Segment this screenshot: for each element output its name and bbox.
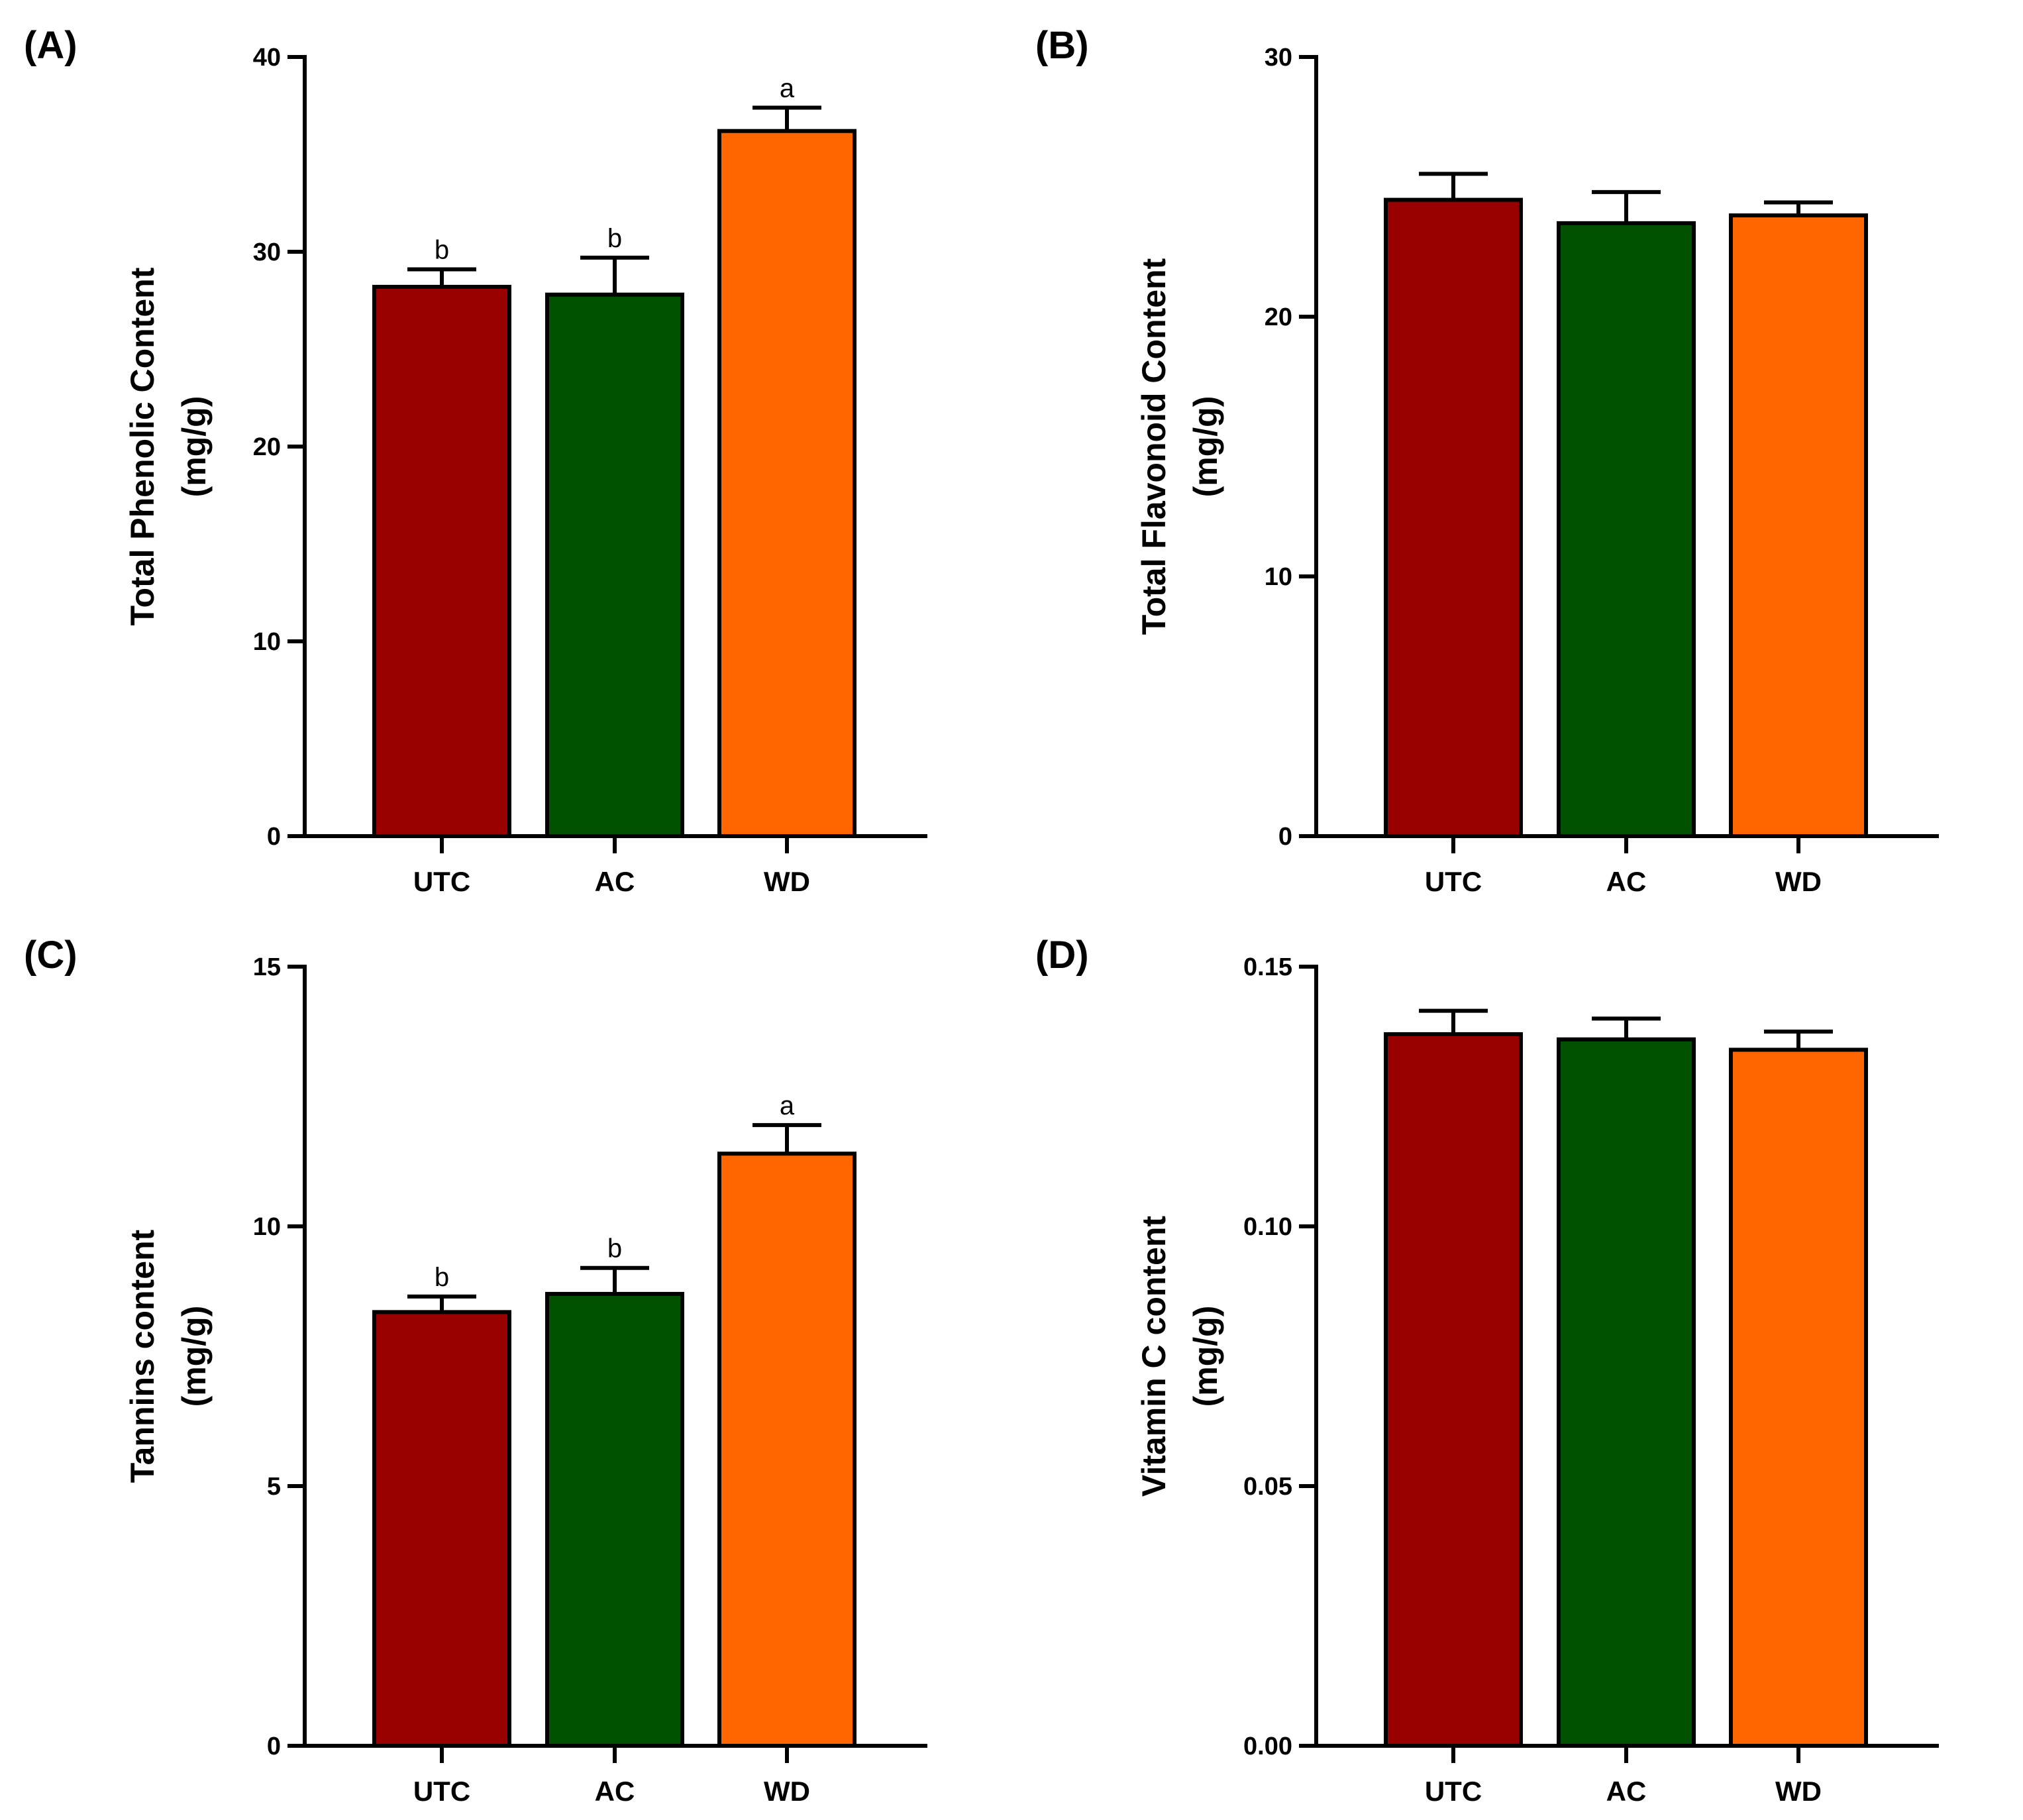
x-tick-label-c-ac: AC xyxy=(595,1776,635,1807)
panel-label-c: (C) xyxy=(24,934,78,977)
panel-label-b: (B) xyxy=(1035,24,1089,67)
x-tick-label-c-utc: UTC xyxy=(413,1776,470,1807)
y-axis-title-b-line-1: Total Flavonoid Content xyxy=(1135,258,1172,635)
significance-label-a-ac: b xyxy=(607,224,622,253)
y-axis-title-c-line-1: Tannins content xyxy=(124,1229,161,1483)
x-tick-label-d-ac: AC xyxy=(1606,1776,1647,1807)
y-tick-label-d-3: 0.15 xyxy=(1243,953,1292,981)
y-tick-label-b-2: 20 xyxy=(1265,303,1292,331)
x-tick-label-a-wd: WD xyxy=(764,866,810,897)
bar-d-ac xyxy=(1557,1037,1696,1748)
panel-c: (C) Tannins content (mg/g) b UTC b AC a WD 0 5 10 15 xyxy=(0,910,1012,1819)
x-tick-label-b-utc: UTC xyxy=(1425,866,1482,897)
chart-d-svg: (D) Vitamin C content (mg/g) UTC AC WD 0.00 0.0… xyxy=(1035,934,1939,1807)
chart-c-svg: (C) Tannins content (mg/g) b UTC b AC a WD 0 5 10 15 xyxy=(24,934,927,1807)
bar-c-wd xyxy=(717,1151,856,1748)
y-tick-label-c-2: 10 xyxy=(253,1213,281,1241)
y-tick-label-d-1: 0.05 xyxy=(1243,1473,1292,1501)
x-tick-label-a-utc: UTC xyxy=(413,866,470,897)
x-tick-label-b-wd: WD xyxy=(1775,866,1822,897)
bar-a-wd xyxy=(717,129,856,839)
chart-a-svg: (A) Total Phenolic Content (mg/g) b UTC b AC a W… xyxy=(24,24,927,897)
x-tick-label-d-utc: UTC xyxy=(1425,1776,1482,1807)
panel-label-a: (A) xyxy=(24,24,78,67)
bar-c-utc xyxy=(372,1310,511,1748)
y-axis-title-c-line-2: (mg/g) xyxy=(176,1306,213,1407)
y-tick-label-a-0: 0 xyxy=(267,823,281,851)
panel-label-d: (D) xyxy=(1035,934,1089,977)
significance-label-c-ac: b xyxy=(607,1234,622,1263)
x-tick-label-a-ac: AC xyxy=(595,866,635,897)
y-tick-label-b-3: 30 xyxy=(1265,44,1292,72)
y-tick-label-a-2: 20 xyxy=(253,433,281,461)
y-tick-label-a-1: 10 xyxy=(253,628,281,656)
bar-b-utc xyxy=(1384,197,1523,839)
significance-label-a-wd: a xyxy=(780,74,795,103)
y-tick-label-c-0: 0 xyxy=(267,1733,281,1760)
significance-label-c-wd: a xyxy=(780,1091,795,1120)
y-tick-label-d-0: 0.00 xyxy=(1243,1733,1292,1760)
y-tick-label-b-0: 0 xyxy=(1278,823,1292,851)
bar-b-wd xyxy=(1729,213,1868,838)
panel-d: (D) Vitamin C content (mg/g) UTC AC WD 0.00 0.0… xyxy=(1012,910,2023,1819)
y-tick-label-d-2: 0.10 xyxy=(1243,1213,1292,1241)
x-tick-label-d-wd: WD xyxy=(1775,1776,1822,1807)
y-tick-label-c-1: 5 xyxy=(267,1473,281,1501)
y-axis-title-a-line-2: (mg/g) xyxy=(176,396,213,498)
significance-label-c-utc: b xyxy=(435,1263,449,1292)
bar-d-wd xyxy=(1729,1047,1868,1748)
bar-a-utc xyxy=(372,284,511,839)
bar-c-ac xyxy=(545,1291,684,1748)
bar-a-ac xyxy=(545,292,684,838)
y-tick-label-a-4: 40 xyxy=(253,44,281,72)
y-tick-label-b-1: 10 xyxy=(1265,563,1292,591)
significance-label-a-utc: b xyxy=(435,235,449,264)
y-tick-label-a-3: 30 xyxy=(253,239,281,266)
x-tick-label-b-ac: AC xyxy=(1606,866,1647,897)
bar-b-ac xyxy=(1557,221,1696,838)
bar-d-utc xyxy=(1384,1032,1523,1748)
chart-b-svg: (B) Total Flavonoid Content (mg/g) UTC AC WD 0… xyxy=(1035,24,1939,897)
y-axis-title-b-line-2: (mg/g) xyxy=(1187,396,1224,498)
x-tick-label-c-wd: WD xyxy=(764,1776,810,1807)
y-axis-title-d-line-2: (mg/g) xyxy=(1187,1306,1224,1407)
panel-a: (A) Total Phenolic Content (mg/g) b UTC b AC a W… xyxy=(0,0,1012,910)
y-tick-label-c-3: 15 xyxy=(253,953,281,981)
y-axis-title-d-line-1: Vitamin C content xyxy=(1135,1216,1172,1497)
y-axis-title-a-line-1: Total Phenolic Content xyxy=(124,267,161,625)
panel-b: (B) Total Flavonoid Content (mg/g) UTC AC WD 0… xyxy=(1012,0,2023,910)
